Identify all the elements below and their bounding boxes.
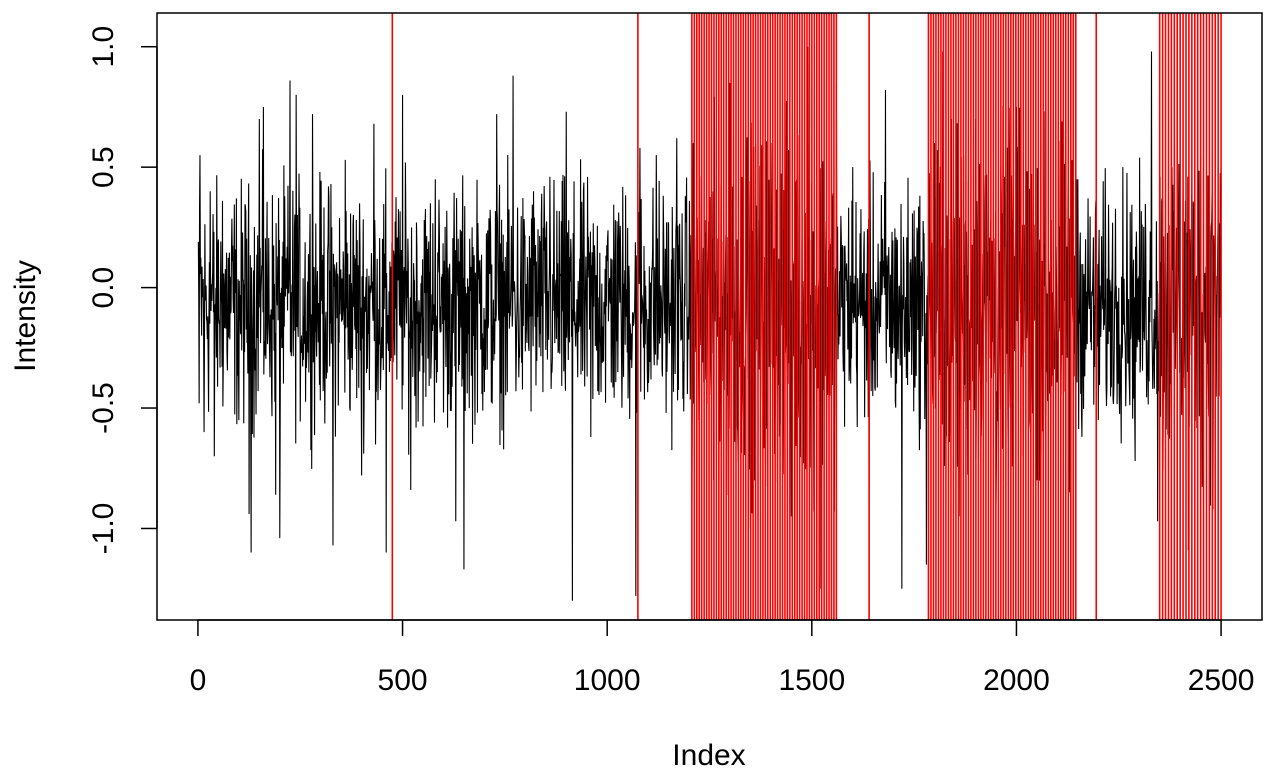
- y-tick-label: 1.0: [87, 26, 120, 68]
- x-tick-label: 1500: [778, 664, 845, 697]
- y-tick-label: -0.5: [87, 382, 120, 434]
- changepoint-lines-layer: [391, 13, 1222, 620]
- y-axis-title: Intensity: [9, 260, 42, 372]
- x-tick-label: 0: [190, 664, 207, 697]
- x-tick-label: 500: [378, 664, 428, 697]
- y-tick-label: 0.5: [87, 146, 120, 188]
- y-tick-label: -1.0: [87, 503, 120, 555]
- x-axis-title: Index: [672, 739, 745, 772]
- x-tick-label: 2000: [983, 664, 1050, 697]
- x-axis: 0 500 1000 1500 2000 2500: [190, 619, 1255, 697]
- y-axis: -1.0 -0.5 0.0 0.5 1.0: [87, 26, 158, 555]
- x-tick-label: 1000: [574, 664, 641, 697]
- y-tick-label: 0.0: [87, 267, 120, 309]
- x-tick-label: 2500: [1188, 664, 1255, 697]
